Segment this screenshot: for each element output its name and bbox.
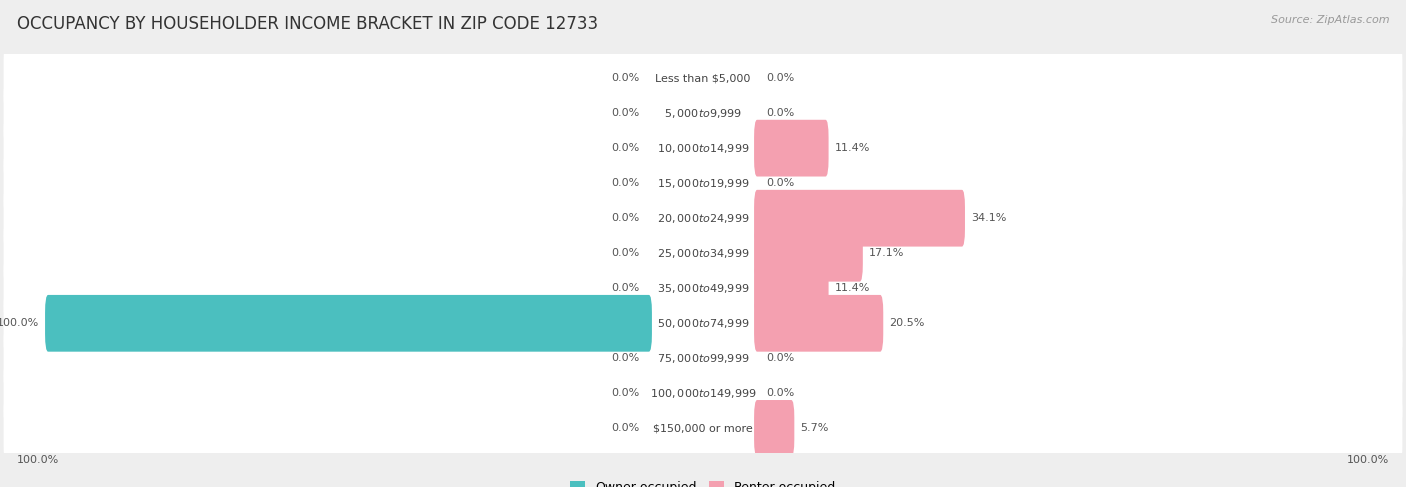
Legend: Owner-occupied, Renter-occupied: Owner-occupied, Renter-occupied bbox=[565, 476, 841, 487]
Text: 11.4%: 11.4% bbox=[835, 143, 870, 153]
FancyBboxPatch shape bbox=[4, 82, 1402, 144]
Text: Source: ZipAtlas.com: Source: ZipAtlas.com bbox=[1271, 15, 1389, 25]
Text: 100.0%: 100.0% bbox=[1347, 455, 1389, 465]
Text: 0.0%: 0.0% bbox=[612, 108, 640, 118]
Text: $50,000 to $74,999: $50,000 to $74,999 bbox=[657, 317, 749, 330]
Text: 5.7%: 5.7% bbox=[800, 423, 828, 433]
Text: 11.4%: 11.4% bbox=[835, 283, 870, 293]
Text: $20,000 to $24,999: $20,000 to $24,999 bbox=[657, 212, 749, 225]
FancyBboxPatch shape bbox=[4, 47, 1402, 109]
FancyBboxPatch shape bbox=[4, 397, 1402, 460]
FancyBboxPatch shape bbox=[4, 257, 1402, 319]
Text: 0.0%: 0.0% bbox=[612, 143, 640, 153]
FancyBboxPatch shape bbox=[4, 152, 1402, 214]
Text: 100.0%: 100.0% bbox=[0, 318, 39, 328]
FancyBboxPatch shape bbox=[4, 222, 1402, 284]
FancyBboxPatch shape bbox=[4, 117, 1402, 179]
Text: 0.0%: 0.0% bbox=[612, 283, 640, 293]
Text: 0.0%: 0.0% bbox=[612, 178, 640, 188]
Text: 0.0%: 0.0% bbox=[612, 423, 640, 433]
Text: 0.0%: 0.0% bbox=[766, 388, 794, 398]
Text: $15,000 to $19,999: $15,000 to $19,999 bbox=[657, 177, 749, 189]
FancyBboxPatch shape bbox=[4, 187, 1402, 249]
Text: 0.0%: 0.0% bbox=[612, 248, 640, 258]
FancyBboxPatch shape bbox=[45, 295, 652, 352]
Text: $100,000 to $149,999: $100,000 to $149,999 bbox=[650, 387, 756, 400]
Text: $10,000 to $14,999: $10,000 to $14,999 bbox=[657, 142, 749, 155]
Text: 20.5%: 20.5% bbox=[889, 318, 925, 328]
FancyBboxPatch shape bbox=[4, 327, 1402, 390]
Text: $25,000 to $34,999: $25,000 to $34,999 bbox=[657, 247, 749, 260]
Text: 0.0%: 0.0% bbox=[766, 178, 794, 188]
Text: 0.0%: 0.0% bbox=[766, 73, 794, 83]
FancyBboxPatch shape bbox=[754, 400, 794, 457]
Text: 100.0%: 100.0% bbox=[17, 455, 59, 465]
Text: 0.0%: 0.0% bbox=[612, 213, 640, 223]
Text: 34.1%: 34.1% bbox=[972, 213, 1007, 223]
Text: 0.0%: 0.0% bbox=[766, 108, 794, 118]
Text: Less than $5,000: Less than $5,000 bbox=[655, 73, 751, 83]
Text: $35,000 to $49,999: $35,000 to $49,999 bbox=[657, 282, 749, 295]
FancyBboxPatch shape bbox=[754, 260, 828, 317]
Text: OCCUPANCY BY HOUSEHOLDER INCOME BRACKET IN ZIP CODE 12733: OCCUPANCY BY HOUSEHOLDER INCOME BRACKET … bbox=[17, 15, 598, 33]
FancyBboxPatch shape bbox=[754, 120, 828, 176]
FancyBboxPatch shape bbox=[754, 295, 883, 352]
Text: $150,000 or more: $150,000 or more bbox=[654, 423, 752, 433]
FancyBboxPatch shape bbox=[4, 362, 1402, 425]
Text: $5,000 to $9,999: $5,000 to $9,999 bbox=[664, 107, 742, 120]
FancyBboxPatch shape bbox=[754, 225, 863, 281]
Text: 0.0%: 0.0% bbox=[612, 354, 640, 363]
Text: $75,000 to $99,999: $75,000 to $99,999 bbox=[657, 352, 749, 365]
FancyBboxPatch shape bbox=[754, 190, 965, 246]
Text: 0.0%: 0.0% bbox=[612, 73, 640, 83]
Text: 0.0%: 0.0% bbox=[612, 388, 640, 398]
Text: 17.1%: 17.1% bbox=[869, 248, 904, 258]
FancyBboxPatch shape bbox=[4, 292, 1402, 355]
Text: 0.0%: 0.0% bbox=[766, 354, 794, 363]
